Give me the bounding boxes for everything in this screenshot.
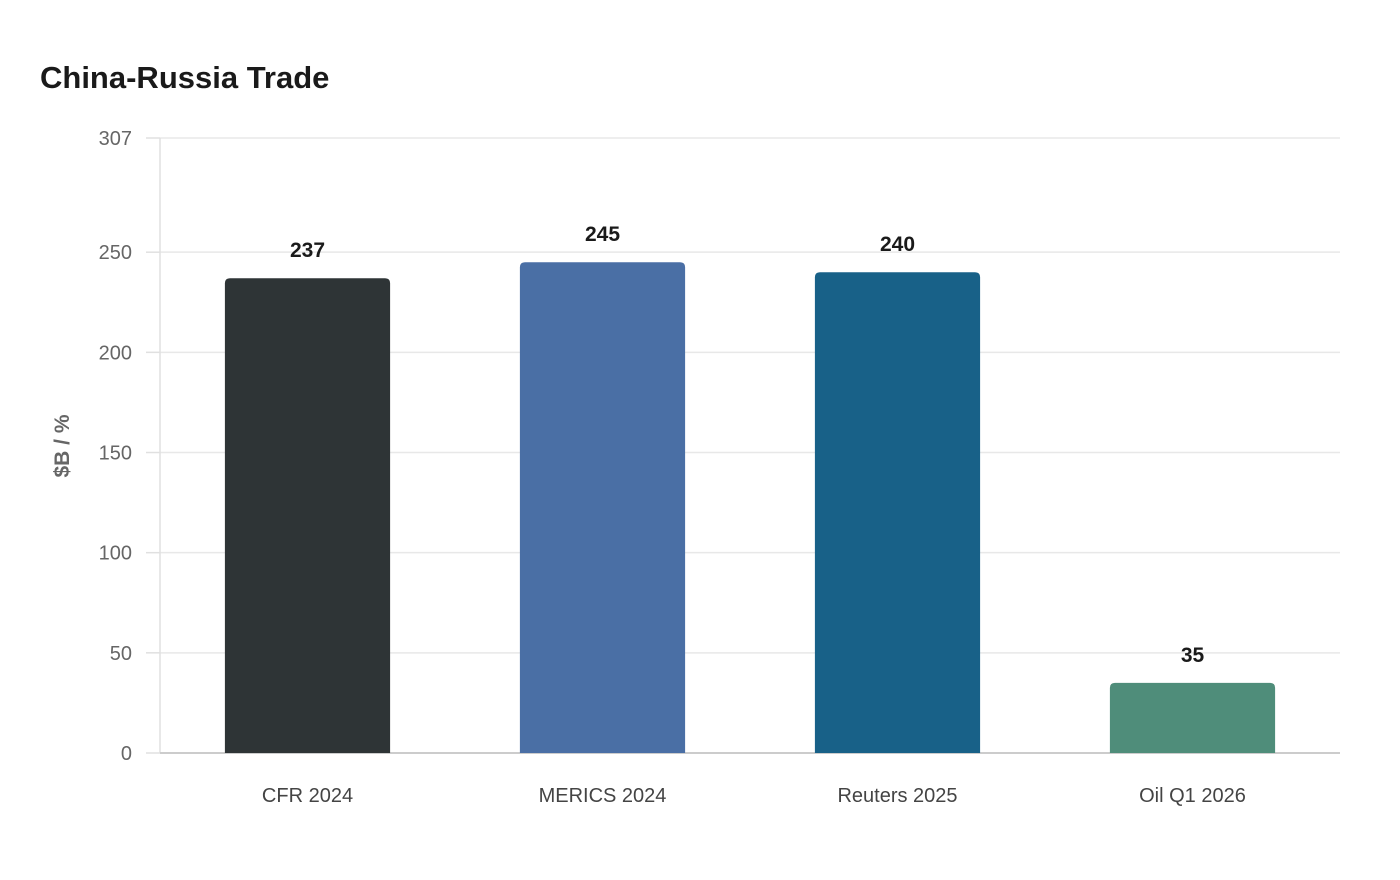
y-tick-label: 250: [99, 242, 132, 264]
y-tick-label: 100: [99, 543, 132, 565]
data-label: 240: [880, 233, 915, 256]
x-tick-label: Reuters 2025: [837, 785, 957, 807]
y-tick-label: 200: [99, 342, 132, 364]
bar: [814, 272, 981, 753]
data-label: 35: [1181, 644, 1205, 667]
bar: [1109, 682, 1276, 753]
bar: [224, 278, 391, 753]
chart-title: China-Russia Trade: [40, 60, 330, 95]
bar: [519, 262, 686, 753]
x-tick-label: Oil Q1 2026: [1139, 785, 1246, 807]
y-tick-label: 50: [110, 643, 132, 665]
labels: 0 50 100 150 200 250 307 237 CFR 2024 245 MERICS 2…: [99, 128, 1246, 807]
x-tick-label: CFR 2024: [262, 785, 353, 807]
y-axis-title: $B / %: [51, 414, 74, 477]
y-tick-label: 150: [99, 443, 132, 465]
data-label: 237: [290, 239, 325, 262]
data-label: 245: [585, 223, 620, 246]
x-tick-label: MERICS 2024: [539, 785, 667, 807]
y-tick-label: 0: [121, 743, 132, 765]
y-tick-label: 307: [99, 128, 132, 150]
bars: [224, 262, 1276, 753]
